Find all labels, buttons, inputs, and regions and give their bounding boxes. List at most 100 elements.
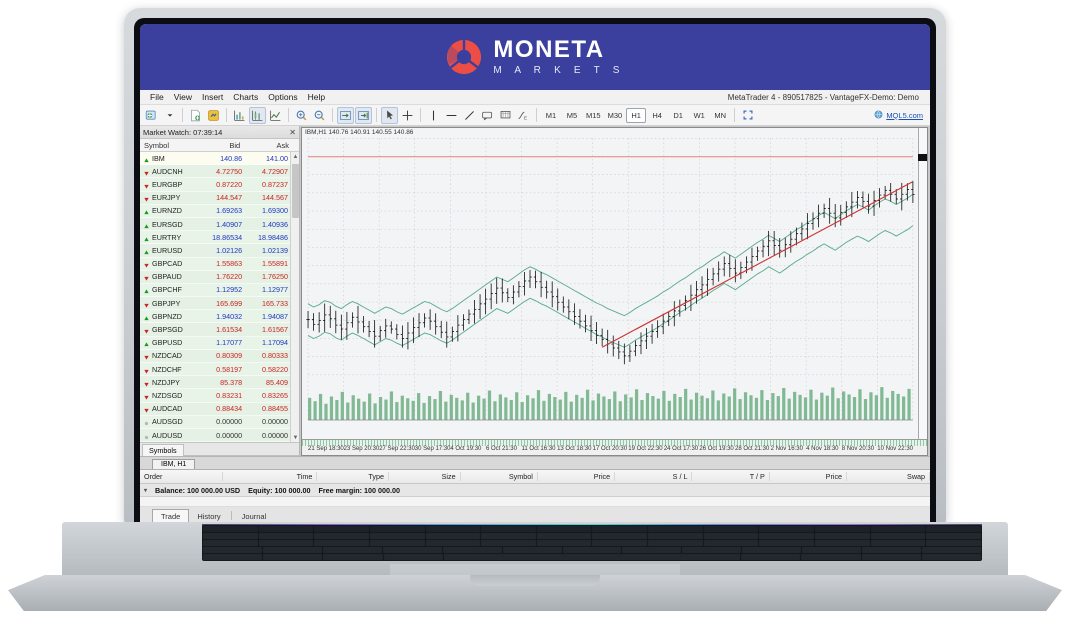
keyboard-key[interactable]	[648, 540, 703, 546]
keyboard-key[interactable]	[262, 547, 322, 553]
keyboard-key[interactable]	[870, 540, 926, 546]
market-watch-list[interactable]: IBM 140.86 141.00 AUDCNH 4.72750 4.72907 EURGB…	[140, 152, 299, 442]
chart-tab-ibm-h1[interactable]: IBM, H1	[152, 459, 196, 469]
keyboard-key[interactable]	[536, 533, 592, 539]
market-watch-row[interactable]: EURSGD 1.40907 1.40936	[140, 217, 299, 232]
timeframe-h4[interactable]: H4	[652, 110, 662, 120]
candlestick-chart-icon[interactable]	[249, 106, 266, 124]
keyboard-key[interactable]	[862, 547, 922, 553]
menu-item-insert[interactable]: Insert	[201, 92, 224, 102]
keyboard-key[interactable]	[861, 554, 921, 560]
close-icon[interactable]: ✕	[289, 127, 296, 137]
market-watch-row[interactable]: NZDCAD 0.80309 0.80333	[140, 349, 299, 363]
terminal-tab-history[interactable]: History	[197, 512, 221, 521]
keyboard-key[interactable]	[921, 554, 982, 560]
market-watch-row[interactable]: NZDSGD 0.83231 0.83265	[140, 389, 299, 403]
menu-item-charts[interactable]: Charts	[233, 92, 259, 102]
market-watch-row[interactable]: GBPJPY 165.699 165.733	[140, 297, 299, 311]
keyboard-key[interactable]	[742, 547, 802, 553]
indicators-icon[interactable]: E	[515, 107, 532, 124]
terminal-column-size[interactable]: Size	[389, 472, 461, 481]
menu-item-file[interactable]: File	[150, 92, 164, 102]
market-watch-row[interactable]: NZDJPY 85.378 85.409	[140, 376, 299, 390]
keyboard-key[interactable]	[314, 526, 369, 532]
chart-shift-icon[interactable]	[337, 106, 354, 124]
terminal-column-swap[interactable]: Swap	[847, 472, 930, 481]
new-chart-icon[interactable]	[143, 107, 160, 124]
keyboard-key[interactable]	[203, 533, 258, 539]
keyboard-key[interactable]	[481, 526, 536, 532]
menu-item-options[interactable]: Options	[268, 92, 298, 102]
keyboard[interactable]	[202, 525, 982, 561]
autotrading-icon[interactable]	[205, 107, 222, 124]
terminal-column-t-p[interactable]: T / P	[692, 472, 770, 481]
market-watch-row[interactable]: AUDSGD 0.00000 0.00000	[140, 415, 299, 429]
market-watch-row[interactable]: AUDCNH 4.72750 4.72907	[140, 165, 299, 179]
keyboard-key[interactable]	[703, 526, 759, 532]
keyboard-key[interactable]	[815, 533, 870, 539]
keyboard-key[interactable]	[383, 554, 443, 560]
keyboard-key[interactable]	[759, 540, 815, 546]
market-watch-row[interactable]: AUDUSD 0.00000 0.00000	[140, 428, 299, 442]
mql5-link[interactable]: MQL5.com	[874, 110, 927, 121]
scrollbar-thumb[interactable]	[292, 164, 299, 218]
expand-arrow-icon[interactable]: ▾	[144, 487, 148, 494]
keyboard-key[interactable]	[648, 533, 703, 539]
terminal-column-type[interactable]: Type	[317, 472, 389, 481]
terminal-column-price[interactable]: Price	[538, 472, 616, 481]
timeframe-m30[interactable]: M30	[607, 110, 623, 120]
keyboard-key[interactable]	[815, 540, 870, 546]
terminal-tab-trade[interactable]: Trade	[152, 509, 190, 523]
market-watch-row[interactable]: GBPNZD 1.94032 1.94087	[140, 310, 299, 324]
vertical-line-icon[interactable]	[425, 107, 442, 124]
market-watch-scrollbar[interactable]: ▲ ▼	[290, 152, 299, 442]
market-watch-row[interactable]: EURJPY 144.547 144.567	[140, 191, 299, 205]
keyboard-key[interactable]	[592, 540, 648, 546]
keyboard-key[interactable]	[443, 554, 741, 560]
keyboard-key[interactable]	[815, 526, 870, 532]
periods-icon[interactable]	[497, 107, 514, 124]
keyboard-key[interactable]	[425, 540, 481, 546]
scroll-up-arrow-icon[interactable]: ▲	[292, 153, 299, 160]
timeframe-d1[interactable]: D1	[673, 110, 683, 120]
trackpad[interactable]	[390, 564, 680, 578]
timeframe-h1[interactable]: H1	[626, 107, 647, 123]
keyboard-key[interactable]	[258, 540, 314, 546]
keyboard-key[interactable]	[314, 540, 369, 546]
time-axis[interactable]: 21 Sep 18:30 23 Sep 20:30 27 Sep 22:30 30 S…	[302, 439, 927, 455]
keyboard-key[interactable]	[592, 526, 648, 532]
zoom-in-icon[interactable]	[293, 107, 310, 124]
timeframe-m15[interactable]: M15	[586, 110, 601, 120]
timeframe-m1[interactable]: M1	[545, 110, 557, 120]
terminal-column-order[interactable]: Order	[140, 472, 223, 481]
keyboard-key[interactable]	[759, 533, 815, 539]
timeframe-mn[interactable]: MN	[714, 110, 727, 120]
market-watch-row[interactable]: EURNZD 1.69263 1.69300	[140, 204, 299, 218]
keyboard-key[interactable]	[369, 526, 425, 532]
trendline-icon[interactable]	[461, 107, 478, 124]
keyboard-key[interactable]	[703, 533, 759, 539]
market-watch-row[interactable]: EURTRY 18.86534 18.98486	[140, 231, 299, 245]
keyboard-key[interactable]	[369, 540, 425, 546]
terminal-column-price[interactable]: Price	[770, 472, 848, 481]
keyboard-key[interactable]	[369, 533, 425, 539]
keyboard-key[interactable]	[323, 554, 383, 560]
keyboard-key[interactable]	[258, 526, 314, 532]
keyboard-key[interactable]	[741, 554, 801, 560]
dropdown-arrow-icon[interactable]	[161, 107, 178, 124]
keyboard-key[interactable]	[926, 540, 981, 546]
market-watch-row[interactable]: GBPAUD 1.76220 1.76250	[140, 270, 299, 284]
keyboard-key[interactable]	[203, 540, 258, 546]
crosshair-icon[interactable]	[399, 107, 416, 124]
keyboard-key[interactable]	[682, 547, 742, 553]
timeframe-w1[interactable]: W1	[693, 110, 705, 120]
keyboard-key[interactable]	[425, 526, 481, 532]
fullscreen-icon[interactable]	[739, 107, 756, 124]
keyboard-key[interactable]	[622, 547, 682, 553]
keyboard-key[interactable]	[562, 547, 622, 553]
terminal-column-symbol[interactable]: Symbol	[461, 472, 538, 481]
text-label-icon[interactable]	[479, 107, 496, 124]
terminal-column-s-l[interactable]: S / L	[615, 472, 693, 481]
keyboard-key[interactable]	[801, 554, 861, 560]
menu-item-help[interactable]: Help	[307, 92, 326, 102]
